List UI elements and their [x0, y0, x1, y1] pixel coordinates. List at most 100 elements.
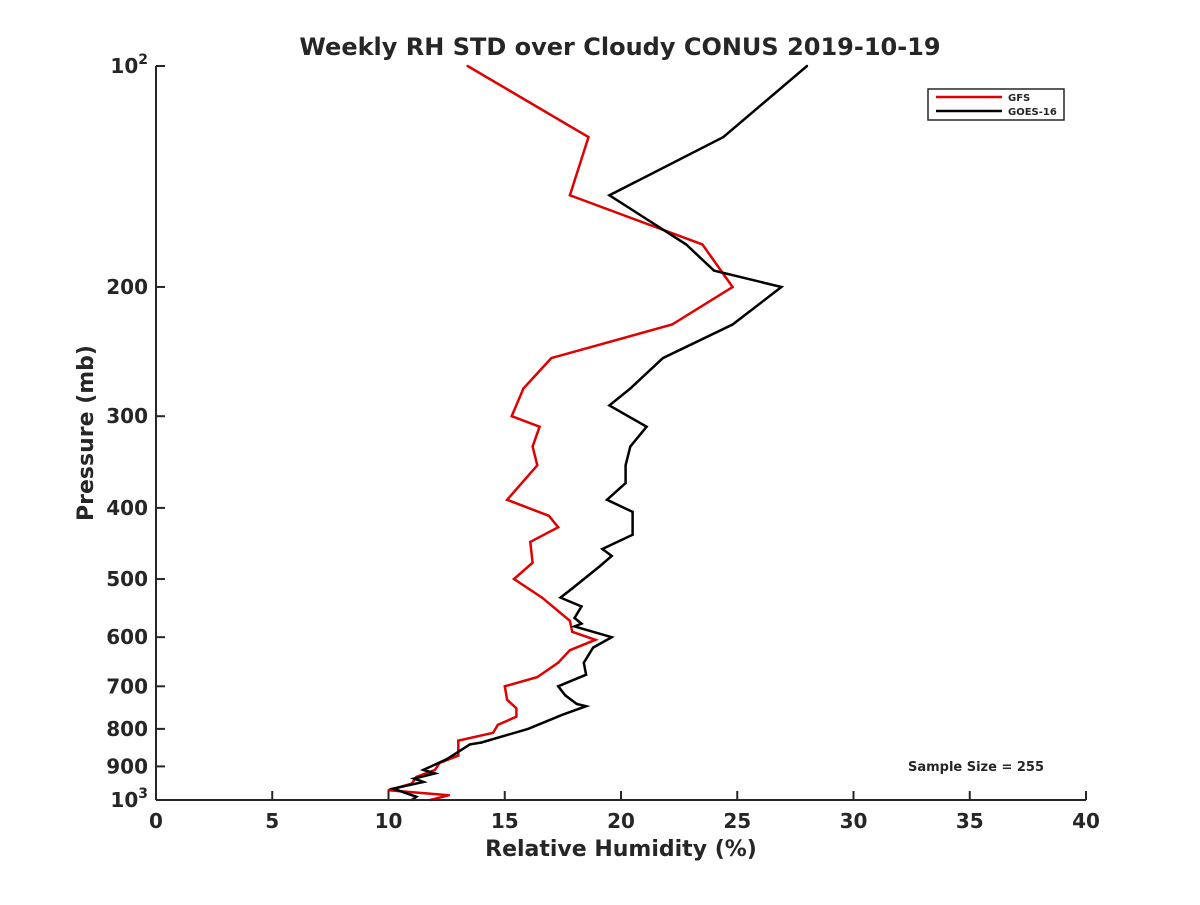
y-tick-label-base: 10 — [110, 54, 138, 78]
data-point-gfs — [433, 768, 437, 772]
data-point-goes-16 — [591, 646, 595, 649]
data-point-goes-16 — [629, 445, 632, 448]
data-point-goes-16 — [601, 547, 604, 551]
data-point-gfs — [547, 514, 551, 517]
data-point-gfs — [587, 135, 590, 139]
data-point-goes-16 — [684, 243, 688, 246]
data-point-goes-16 — [571, 587, 574, 590]
data-point-goes-16 — [561, 713, 565, 716]
data-point-goes-16 — [526, 727, 530, 731]
legend-label-gfs: GFS — [1008, 93, 1030, 104]
y-tick-label-exponent: 3 — [138, 786, 148, 802]
data-point-gfs — [457, 754, 460, 757]
data-point-goes-16 — [582, 661, 585, 664]
data-point-gfs — [536, 464, 539, 467]
data-point-goes-16 — [575, 702, 578, 706]
x-tick-label: 15 — [491, 809, 519, 833]
data-point-gfs — [568, 649, 572, 652]
data-point-gfs — [505, 498, 509, 501]
data-point-goes-16 — [415, 795, 418, 798]
data-point-goes-16 — [412, 777, 416, 780]
data-point-goes-16 — [580, 622, 583, 625]
data-point-goes-16 — [573, 616, 576, 620]
x-tick-label: 0 — [149, 809, 163, 833]
data-point-goes-16 — [559, 596, 562, 599]
data-point-gfs — [387, 789, 390, 792]
data-point-gfs — [540, 596, 544, 599]
data-point-goes-16 — [584, 705, 588, 708]
data-point-goes-16 — [433, 772, 437, 775]
y-tick-label: 200 — [106, 275, 148, 299]
plot-series — [387, 64, 809, 802]
data-point-goes-16 — [608, 404, 611, 407]
y-tick-label: 800 — [106, 717, 148, 741]
data-point-goes-16 — [598, 564, 602, 568]
data-point-gfs — [557, 661, 560, 664]
data-point-goes-16 — [468, 743, 472, 746]
x-tick-label: 40 — [1072, 809, 1100, 833]
sample-size-annotation: Sample Size = 255 — [908, 760, 1044, 775]
data-point-goes-16 — [631, 533, 634, 536]
data-point-goes-16 — [610, 554, 613, 558]
data-point-gfs — [536, 675, 539, 679]
data-point-goes-16 — [712, 269, 716, 272]
data-point-gfs — [491, 731, 495, 734]
data-point-gfs — [670, 323, 674, 326]
data-point-gfs — [512, 577, 516, 581]
data-point-goes-16 — [605, 498, 609, 501]
data-point-goes-16 — [557, 685, 560, 688]
data-point-gfs — [568, 619, 572, 622]
data-point-goes-16 — [580, 605, 583, 608]
data-point-goes-16 — [610, 636, 613, 639]
data-point-gfs — [496, 723, 499, 727]
x-tick-label: 25 — [723, 809, 751, 833]
data-point-goes-16 — [608, 194, 611, 197]
data-point-gfs — [571, 630, 574, 633]
data-point-goes-16 — [584, 673, 588, 676]
data-point-gfs — [529, 540, 532, 544]
x-tick-label: 35 — [956, 809, 984, 833]
data-point-goes-16 — [661, 356, 665, 360]
data-point-gfs — [466, 64, 469, 68]
data-point-goes-16 — [805, 64, 809, 68]
y-tick-label-base: 10 — [110, 788, 138, 812]
data-point-goes-16 — [624, 464, 627, 467]
chart-title: Weekly RH STD over Cloudy CONUS 2019-10-… — [299, 33, 940, 61]
y-tick-label: 900 — [106, 754, 148, 778]
data-point-gfs — [701, 243, 704, 246]
data-point-gfs — [447, 794, 451, 797]
y-axis-label: Pressure (mb) — [74, 345, 99, 521]
data-point-gfs — [457, 739, 460, 742]
data-point-gfs — [505, 698, 509, 701]
data-point-goes-16 — [564, 694, 567, 697]
y-tick-label: 600 — [106, 625, 148, 649]
data-point-goes-16 — [631, 510, 634, 514]
x-tick-label: 10 — [375, 809, 403, 833]
data-point-gfs — [550, 356, 553, 360]
series-points-gfs — [387, 64, 734, 802]
data-point-goes-16 — [422, 768, 425, 772]
legend: GFS GOES-16 — [927, 88, 1065, 121]
y-tick-label: 500 — [106, 567, 148, 591]
y-tick-label: 103 — [110, 786, 148, 812]
legend-label-goes-16: GOES-16 — [1008, 107, 1057, 118]
y-tick-label: 400 — [106, 496, 148, 520]
data-point-gfs — [522, 387, 525, 390]
data-point-gfs — [531, 561, 534, 564]
y-tick-label: 300 — [106, 404, 148, 428]
data-point-gfs — [568, 194, 572, 197]
data-point-goes-16 — [624, 481, 627, 485]
x-tick-label: 5 — [265, 809, 279, 833]
x-tick-label: 30 — [840, 809, 868, 833]
data-point-gfs — [531, 445, 534, 448]
y-tick-label: 102 — [110, 52, 148, 78]
data-point-goes-16 — [480, 741, 483, 744]
data-point-gfs — [538, 425, 541, 428]
legend-box — [927, 88, 1065, 121]
y-tick-label-exponent: 2 — [138, 52, 148, 68]
data-point-goes-16 — [629, 387, 632, 390]
data-point-gfs — [503, 685, 506, 688]
x-axis-label: Relative Humidity (%) — [485, 837, 757, 862]
